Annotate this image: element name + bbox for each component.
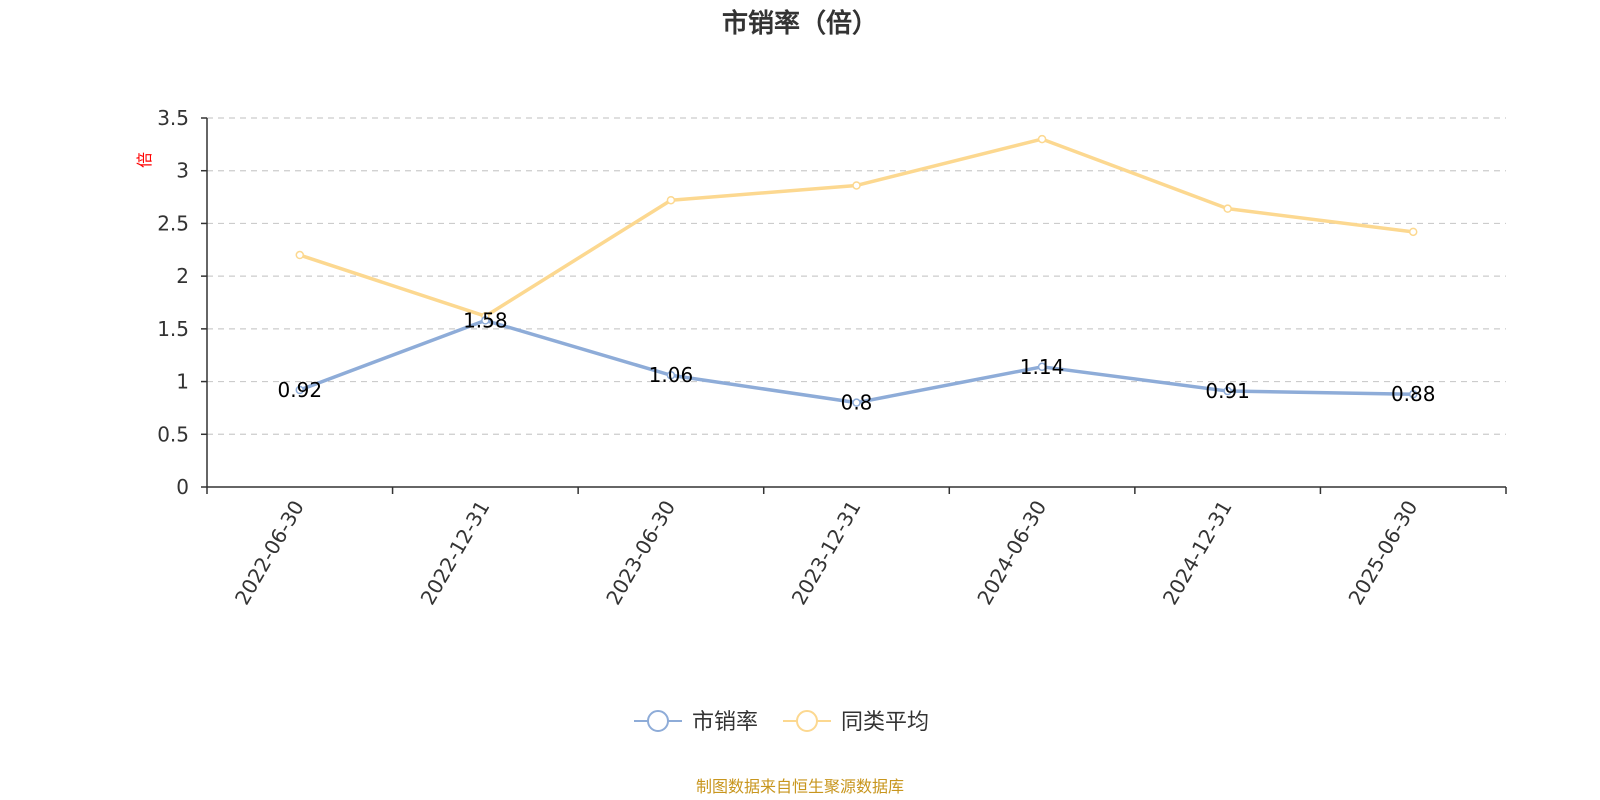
x-tick-label: 2025-06-30	[1343, 496, 1422, 609]
legend-marker-icon	[647, 710, 669, 732]
x-tick-label: 2023-12-31	[787, 496, 866, 609]
y-tick-label: 2.5	[157, 211, 189, 235]
data-point[interactable]	[852, 398, 861, 407]
data-point[interactable]	[295, 385, 305, 395]
legend-item[interactable]: 市销率	[634, 710, 758, 735]
data-label: 0.8	[841, 391, 873, 415]
legend[interactable]: 市销率 同类平均	[634, 710, 929, 735]
y-tick-label: 2	[176, 264, 189, 288]
series-group	[295, 134, 1418, 407]
x-tick-label: 2024-06-30	[972, 496, 1051, 609]
data-point[interactable]	[1037, 362, 1047, 372]
y-tick-label: 1	[176, 370, 189, 394]
data-point[interactable]	[295, 250, 305, 260]
data-point[interactable]	[1408, 227, 1418, 237]
grid-lines	[207, 117, 1506, 435]
data-label: 1.58	[463, 308, 508, 332]
series-line	[298, 137, 1415, 318]
data-label: 1.06	[649, 363, 694, 387]
legend-marker-icon	[796, 710, 818, 732]
y-tick-label: 1.5	[157, 317, 189, 341]
legend-label: 市销率	[692, 710, 758, 735]
y-tick-label: 0	[176, 475, 189, 499]
chart-title: 市销率（倍）	[722, 8, 878, 39]
data-point[interactable]	[1223, 386, 1232, 396]
data-point[interactable]	[1223, 204, 1232, 213]
x-tick-label: 2022-12-31	[416, 496, 495, 609]
data-point[interactable]	[666, 195, 676, 205]
y-axis-unit-label: 倍	[135, 152, 154, 168]
y-tick-label: 3.5	[157, 106, 189, 130]
data-label: 0.91	[1205, 379, 1250, 403]
data-point[interactable]	[481, 316, 490, 325]
data-point[interactable]	[1037, 134, 1047, 144]
data-labels: 0.92 1.58 1.06 0.8 1.14 0.91 0.88	[278, 308, 1436, 414]
data-label: 0.88	[1391, 382, 1436, 406]
legend-item[interactable]: 同类平均	[783, 710, 929, 735]
axes: 0 0.5 1 1.5 2 2.5 3 3.5 2022-06-30 2022-12-31 2023…	[157, 106, 1507, 609]
y-tick-label: 0.5	[157, 422, 189, 446]
x-tick-label: 2022-06-30	[230, 496, 309, 609]
data-label: 1.14	[1020, 355, 1065, 379]
series-1	[295, 316, 1418, 407]
data-point[interactable]	[852, 181, 861, 190]
data-point[interactable]	[1408, 389, 1418, 399]
x-tick-label: 2023-06-30	[601, 496, 680, 609]
data-label: 0.92	[278, 378, 323, 402]
series-2	[295, 134, 1418, 321]
source-note: 制图数据来自恒生聚源数据库	[696, 777, 904, 796]
y-tick-label: 3	[176, 159, 189, 183]
data-point[interactable]	[666, 370, 676, 380]
x-tick-label: 2024-12-31	[1158, 496, 1237, 609]
legend-label: 同类平均	[841, 710, 929, 735]
